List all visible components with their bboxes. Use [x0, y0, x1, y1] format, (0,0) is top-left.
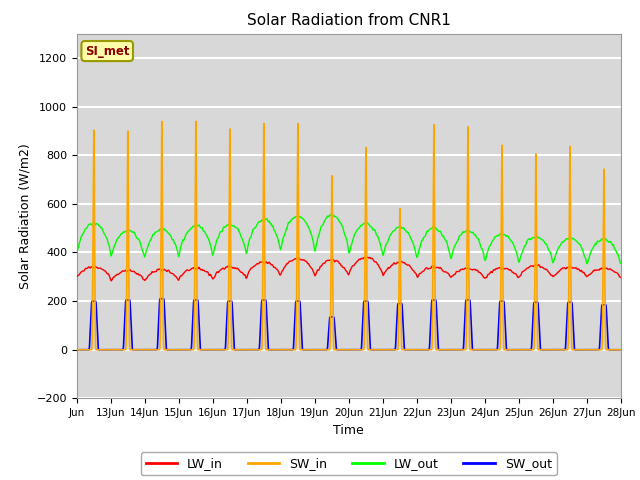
SW_in	[398, 347, 406, 353]
LW_out	[498, 231, 506, 237]
LW_in	[398, 259, 406, 265]
SW_out	[617, 347, 625, 353]
SW_in	[369, 347, 377, 353]
LW_in	[369, 257, 377, 263]
LW_out	[617, 260, 625, 266]
LW_out	[369, 227, 377, 233]
LW_in	[364, 254, 371, 260]
SW_in	[617, 347, 625, 353]
LW_out	[539, 237, 547, 243]
LW_out	[328, 212, 335, 217]
Line: LW_in: LW_in	[77, 257, 621, 281]
Line: SW_in: SW_in	[77, 121, 621, 350]
SW_out	[498, 298, 506, 304]
SW_out	[186, 347, 193, 353]
LW_out	[583, 261, 591, 266]
LW_in	[73, 274, 81, 280]
LW_out	[398, 226, 406, 231]
SW_out	[525, 347, 532, 353]
LW_in	[186, 267, 193, 273]
SW_in	[498, 148, 506, 154]
SW_in	[73, 347, 81, 353]
Y-axis label: Solar Radiation (W/m2): Solar Radiation (W/m2)	[18, 143, 31, 289]
LW_in	[108, 278, 115, 284]
Legend: LW_in, SW_in, LW_out, SW_out: LW_in, SW_in, LW_out, SW_out	[141, 452, 557, 475]
SW_in	[158, 119, 166, 124]
LW_in	[617, 275, 625, 280]
SW_in	[186, 347, 193, 353]
SW_out	[157, 296, 164, 301]
Title: Solar Radiation from CNR1: Solar Radiation from CNR1	[247, 13, 451, 28]
SW_in	[525, 347, 532, 353]
LW_out	[525, 237, 532, 242]
SW_in	[539, 347, 547, 353]
Line: SW_out: SW_out	[77, 299, 621, 350]
LW_out	[73, 249, 81, 255]
X-axis label: Time: Time	[333, 424, 364, 437]
LW_in	[539, 264, 547, 270]
SW_out	[73, 347, 81, 353]
LW_out	[186, 227, 193, 233]
LW_in	[525, 264, 532, 270]
SW_out	[369, 347, 377, 353]
Text: SI_met: SI_met	[85, 45, 129, 58]
SW_out	[539, 347, 547, 353]
SW_out	[398, 303, 406, 309]
LW_in	[499, 266, 506, 272]
Line: LW_out: LW_out	[77, 215, 621, 264]
